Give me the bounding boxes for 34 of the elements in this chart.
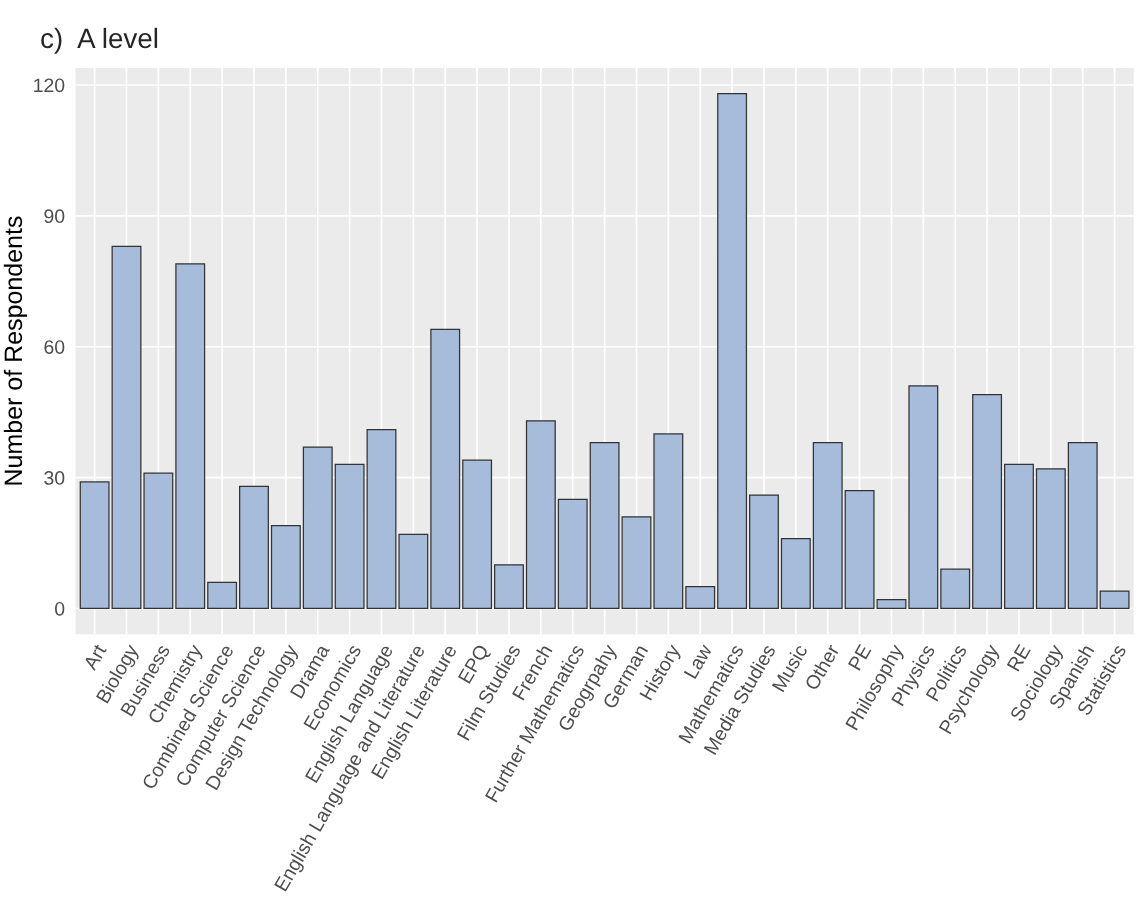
bar: [207, 581, 238, 610]
bar: [143, 472, 174, 610]
bar: [653, 433, 684, 610]
bar: [494, 564, 524, 610]
y-tick-label: 60: [44, 340, 65, 354]
bar: [908, 385, 939, 610]
bar: [270, 524, 301, 610]
bar: [940, 568, 971, 610]
bar: [302, 446, 333, 610]
y-tick-label: 120: [34, 78, 65, 93]
bar: [1035, 468, 1066, 610]
bar: [1099, 590, 1130, 610]
bar: [780, 538, 811, 610]
bar: [462, 459, 493, 610]
chart-title: c) A level: [41, 27, 158, 54]
bar: [1003, 463, 1034, 610]
y-tick-label: 0: [55, 601, 65, 616]
y-tick-label: 30: [44, 471, 65, 485]
bar: [972, 394, 1003, 610]
bar: [111, 245, 142, 610]
bar: [430, 328, 461, 610]
y-axis-title: Number of Respondents: [3, 216, 28, 485]
bar: [557, 498, 588, 610]
bar: [79, 481, 110, 610]
bar: [175, 263, 206, 610]
y-tick-label: 90: [44, 209, 65, 224]
bar: [812, 442, 843, 610]
bar: [398, 533, 429, 610]
bar: [749, 494, 779, 610]
bar: [1067, 442, 1098, 610]
bar: [685, 586, 716, 610]
bar: [239, 485, 269, 610]
bar: [525, 420, 556, 610]
bar: [717, 93, 748, 610]
